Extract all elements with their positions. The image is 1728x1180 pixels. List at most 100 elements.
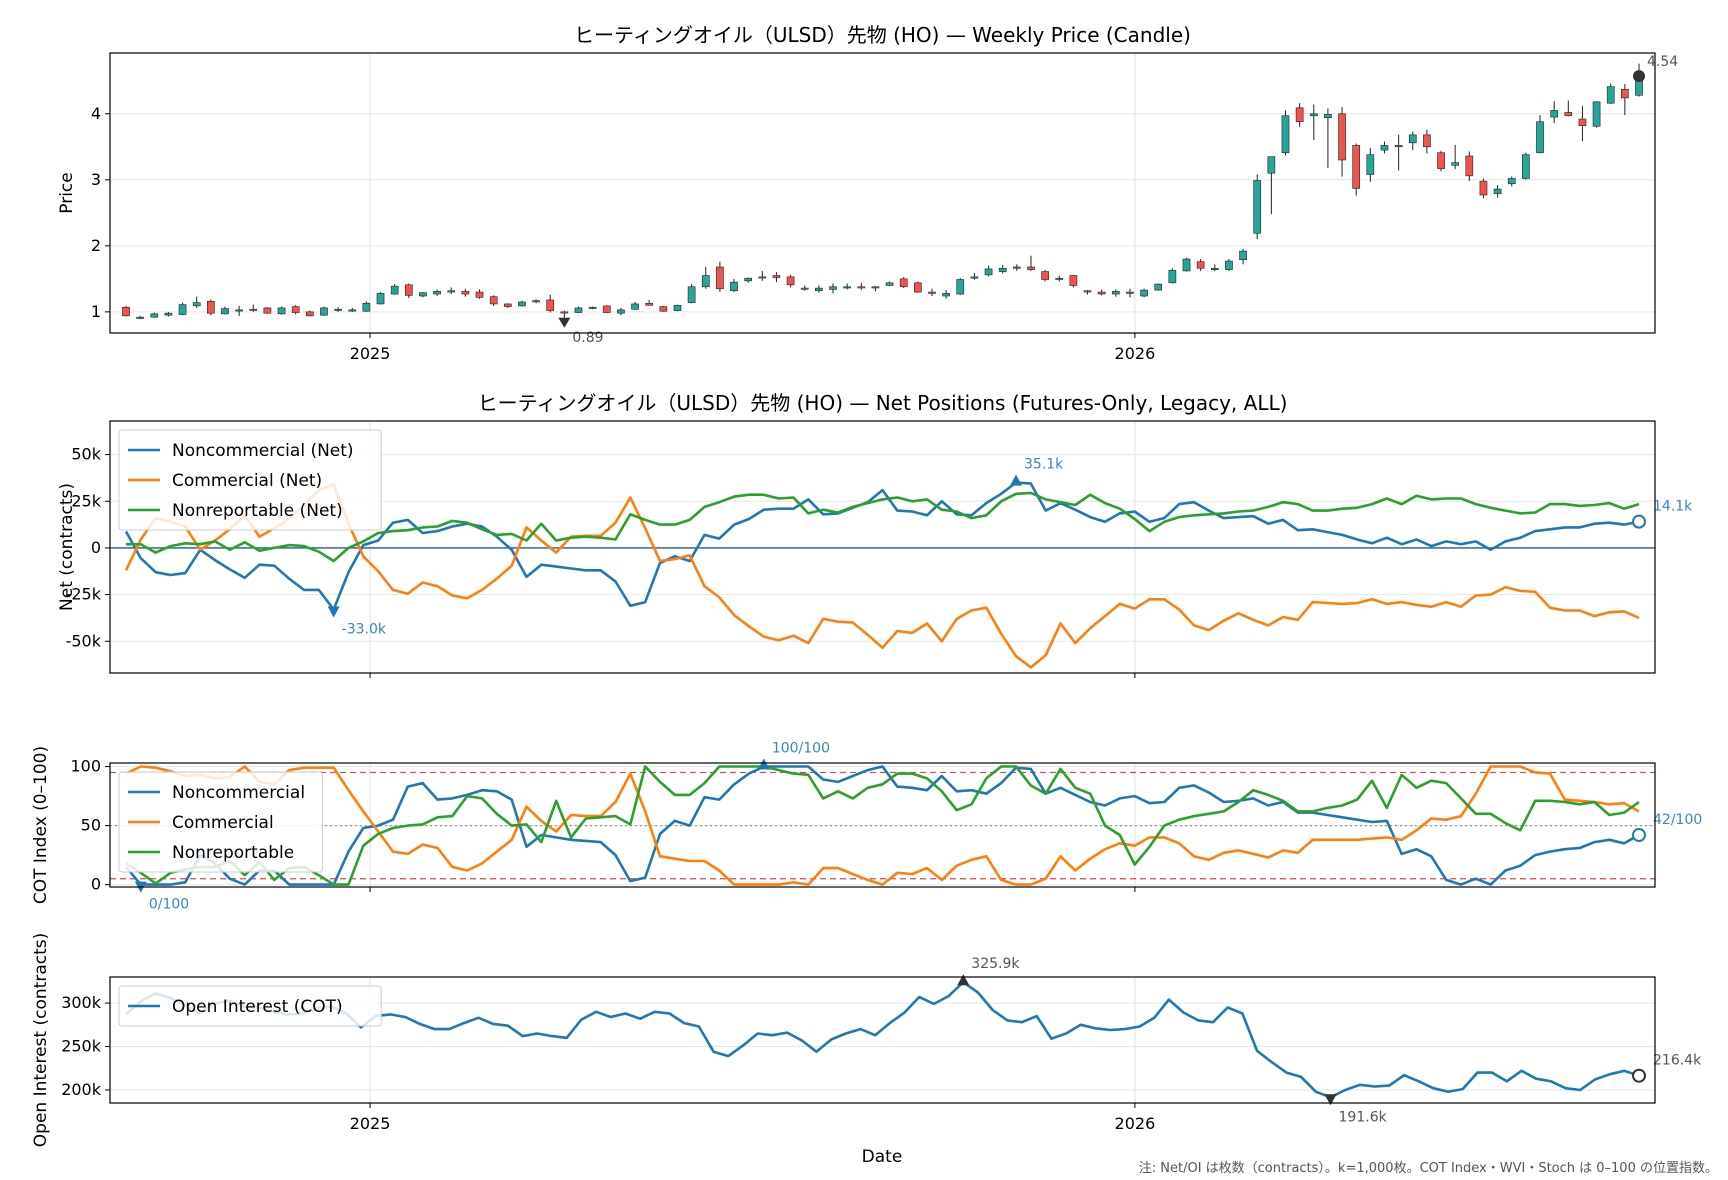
candle: [447, 287, 456, 295]
candle-body: [348, 309, 357, 312]
candle-body: [602, 305, 611, 313]
candle: [376, 292, 385, 305]
candle-body: [956, 279, 965, 295]
candle: [1592, 101, 1601, 128]
candle: [843, 283, 851, 290]
candle: [631, 301, 639, 310]
last-marker: [1632, 514, 1646, 529]
panel-title: ヒーティングオイル（ULSD）先物 (HO) — Weekly Price (C…: [574, 23, 1191, 47]
min-marker: [558, 317, 571, 328]
candle: [546, 294, 555, 313]
candle: [574, 306, 583, 314]
candle-body: [150, 313, 159, 318]
last-marker: [1633, 70, 1645, 83]
candle: [1394, 134, 1403, 171]
candle-body: [942, 293, 950, 297]
candle-body: [1451, 162, 1460, 166]
candle-body: [404, 284, 413, 296]
candle-body: [546, 299, 555, 311]
y-tick-label: -50k: [66, 631, 102, 650]
candle: [673, 304, 682, 312]
candle: [1493, 185, 1502, 198]
y-axis-label: Net (contracts): [57, 483, 77, 611]
candle-body: [1366, 154, 1375, 175]
candle: [1324, 108, 1332, 168]
candle: [1267, 156, 1276, 215]
y-tick-label: 200k: [61, 1080, 102, 1099]
candle-body: [899, 278, 908, 288]
candle-body: [829, 286, 837, 290]
candle: [829, 283, 837, 294]
y-axis-label: Price: [57, 172, 77, 213]
candle-body: [1606, 86, 1615, 104]
candle-body: [857, 286, 866, 289]
legend-box: [118, 771, 323, 873]
x-tick-label: 2025: [350, 344, 391, 363]
candle: [1012, 264, 1021, 271]
candle: [1522, 152, 1530, 180]
candle: [1239, 249, 1247, 265]
candle-body: [1536, 121, 1544, 154]
panel-price: 1 2 3 4 2025 2026 0.89 4.54 ヒーティングオイル（ULSD）先物 (H…: [57, 23, 1678, 363]
x-tick-label: 2026: [1115, 344, 1156, 363]
candle-body: [1267, 156, 1276, 174]
candle-body: [433, 291, 441, 295]
candle: [277, 306, 286, 315]
candle-body: [489, 296, 498, 305]
candle-body: [503, 303, 512, 307]
axes-frame: [109, 420, 1656, 674]
candle-body: [1055, 277, 1064, 280]
legend: Open Interest (COT): [118, 985, 382, 1027]
candle: [291, 305, 300, 315]
x-tick-label: 2025: [350, 1114, 391, 1133]
candle: [1281, 110, 1290, 156]
candle: [1097, 289, 1106, 296]
y-tick-label: 50: [81, 816, 101, 835]
max-marker: [957, 974, 970, 986]
candle: [207, 299, 215, 316]
candle: [1578, 105, 1587, 142]
y-tick-label: 100: [70, 757, 101, 776]
candle-body: [291, 306, 300, 313]
max-marker: [757, 758, 770, 770]
candle-body: [758, 276, 767, 279]
candle-body: [235, 309, 243, 312]
candle-body: [532, 300, 540, 303]
candle: [744, 277, 753, 283]
candle-body: [1479, 180, 1488, 196]
candle: [1253, 174, 1262, 240]
candle: [1437, 150, 1445, 172]
last-label: 216.4k: [1653, 1053, 1702, 1069]
candle: [419, 292, 427, 298]
last-marker: [1632, 1068, 1646, 1083]
candle: [390, 284, 399, 295]
legend-label: Open Interest (COT): [172, 997, 343, 1017]
candle-body: [1253, 180, 1262, 234]
candle-body: [1069, 275, 1078, 286]
footnote: 注: Net/OI は枚数（contracts）。k=1,000枚。COT In…: [1139, 1161, 1718, 1176]
candle-body: [1465, 155, 1474, 177]
candle: [1168, 268, 1177, 284]
candle: [150, 312, 159, 318]
candle: [1408, 131, 1417, 151]
candle-body: [815, 287, 823, 292]
candle-body: [1423, 134, 1431, 148]
candle: [1621, 84, 1629, 116]
candle-body: [1493, 188, 1502, 194]
candle: [348, 307, 357, 312]
axes-frame: [109, 976, 1656, 1104]
candle: [772, 272, 781, 283]
max-label: 100/100: [772, 741, 830, 757]
candle-body: [1126, 291, 1134, 294]
candle-body: [1196, 261, 1205, 269]
panel-cot: 0 50 100 100/100 0/100 42/100 Noncommercial Com…: [31, 741, 1702, 913]
candle: [1380, 141, 1389, 154]
candle: [136, 315, 144, 320]
min-label: 191.6k: [1339, 1109, 1388, 1125]
candle-body: [1210, 267, 1219, 270]
candle-body: [645, 302, 654, 306]
candle-body: [1522, 154, 1530, 179]
candle: [249, 304, 258, 312]
candle: [475, 289, 484, 299]
legend-box: [118, 985, 382, 1027]
